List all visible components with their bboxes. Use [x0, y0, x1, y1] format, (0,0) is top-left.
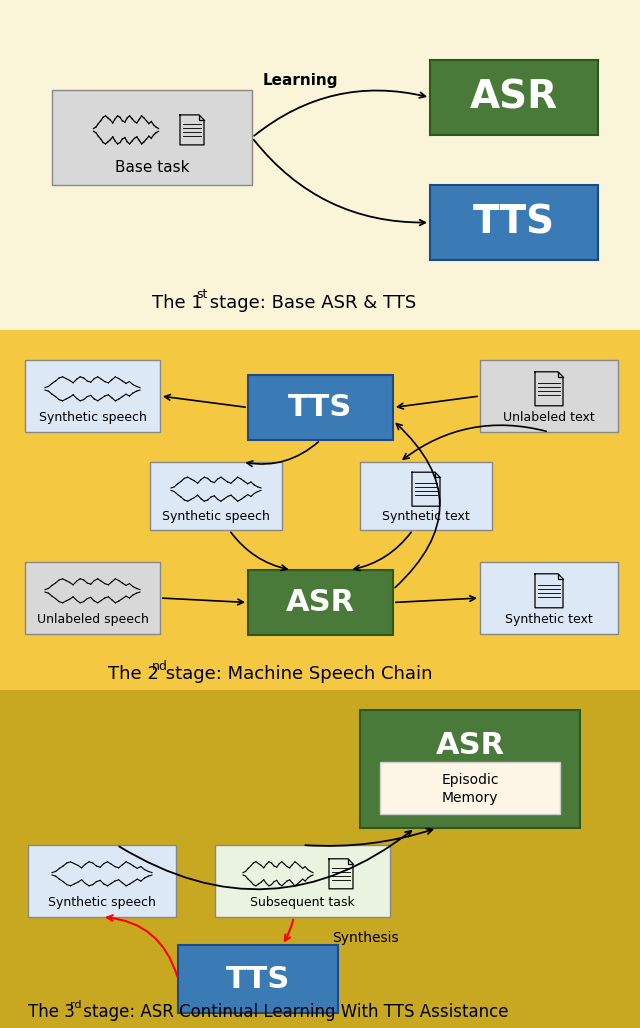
- Bar: [150, 462, 282, 530]
- Text: Unlabeled speech: Unlabeled speech: [36, 613, 148, 626]
- Bar: [480, 360, 618, 432]
- Text: stage: Base ASR & TTS: stage: Base ASR & TTS: [204, 294, 416, 313]
- Text: Synthetic speech: Synthetic speech: [38, 411, 147, 425]
- Text: Synthesis: Synthesis: [332, 931, 398, 945]
- Text: ASR: ASR: [435, 731, 504, 760]
- Bar: [248, 375, 393, 440]
- Bar: [0, 330, 640, 690]
- Bar: [430, 185, 598, 260]
- Text: Synthetic text: Synthetic text: [382, 510, 470, 523]
- Text: ASR: ASR: [286, 588, 355, 617]
- Text: nd: nd: [152, 661, 168, 673]
- Text: TTS: TTS: [226, 964, 290, 993]
- Bar: [360, 462, 492, 530]
- Text: Synthetic speech: Synthetic speech: [162, 510, 270, 523]
- Text: Synthetic text: Synthetic text: [505, 613, 593, 626]
- Text: st: st: [196, 289, 207, 301]
- Text: rd: rd: [70, 1000, 81, 1009]
- Text: Unlabeled text: Unlabeled text: [503, 411, 595, 425]
- Text: The 2: The 2: [108, 665, 159, 683]
- Text: Learning: Learning: [262, 73, 338, 87]
- Text: stage: Machine Speech Chain: stage: Machine Speech Chain: [160, 665, 433, 683]
- Bar: [0, 0, 640, 330]
- Bar: [480, 562, 618, 634]
- Text: Base task: Base task: [115, 160, 189, 176]
- Bar: [28, 845, 176, 917]
- Text: The 1: The 1: [152, 294, 203, 313]
- Text: Episodic: Episodic: [441, 773, 499, 787]
- Bar: [0, 690, 640, 1028]
- Bar: [178, 945, 338, 1013]
- Bar: [25, 562, 160, 634]
- Bar: [430, 60, 598, 135]
- Text: Subsequent task: Subsequent task: [250, 896, 355, 909]
- Bar: [25, 360, 160, 432]
- Text: ASR: ASR: [470, 78, 558, 116]
- Bar: [360, 710, 580, 828]
- Bar: [248, 570, 393, 635]
- Text: Synthetic speech: Synthetic speech: [48, 896, 156, 909]
- Text: Memory: Memory: [442, 792, 499, 805]
- Bar: [215, 845, 390, 917]
- Bar: [380, 762, 560, 814]
- Text: The 3: The 3: [28, 1003, 75, 1021]
- Text: TTS: TTS: [289, 393, 353, 423]
- Text: TTS: TTS: [473, 204, 555, 242]
- Bar: [52, 90, 252, 185]
- Text: stage: ASR Continual Learning With TTS Assistance: stage: ASR Continual Learning With TTS A…: [78, 1003, 509, 1021]
